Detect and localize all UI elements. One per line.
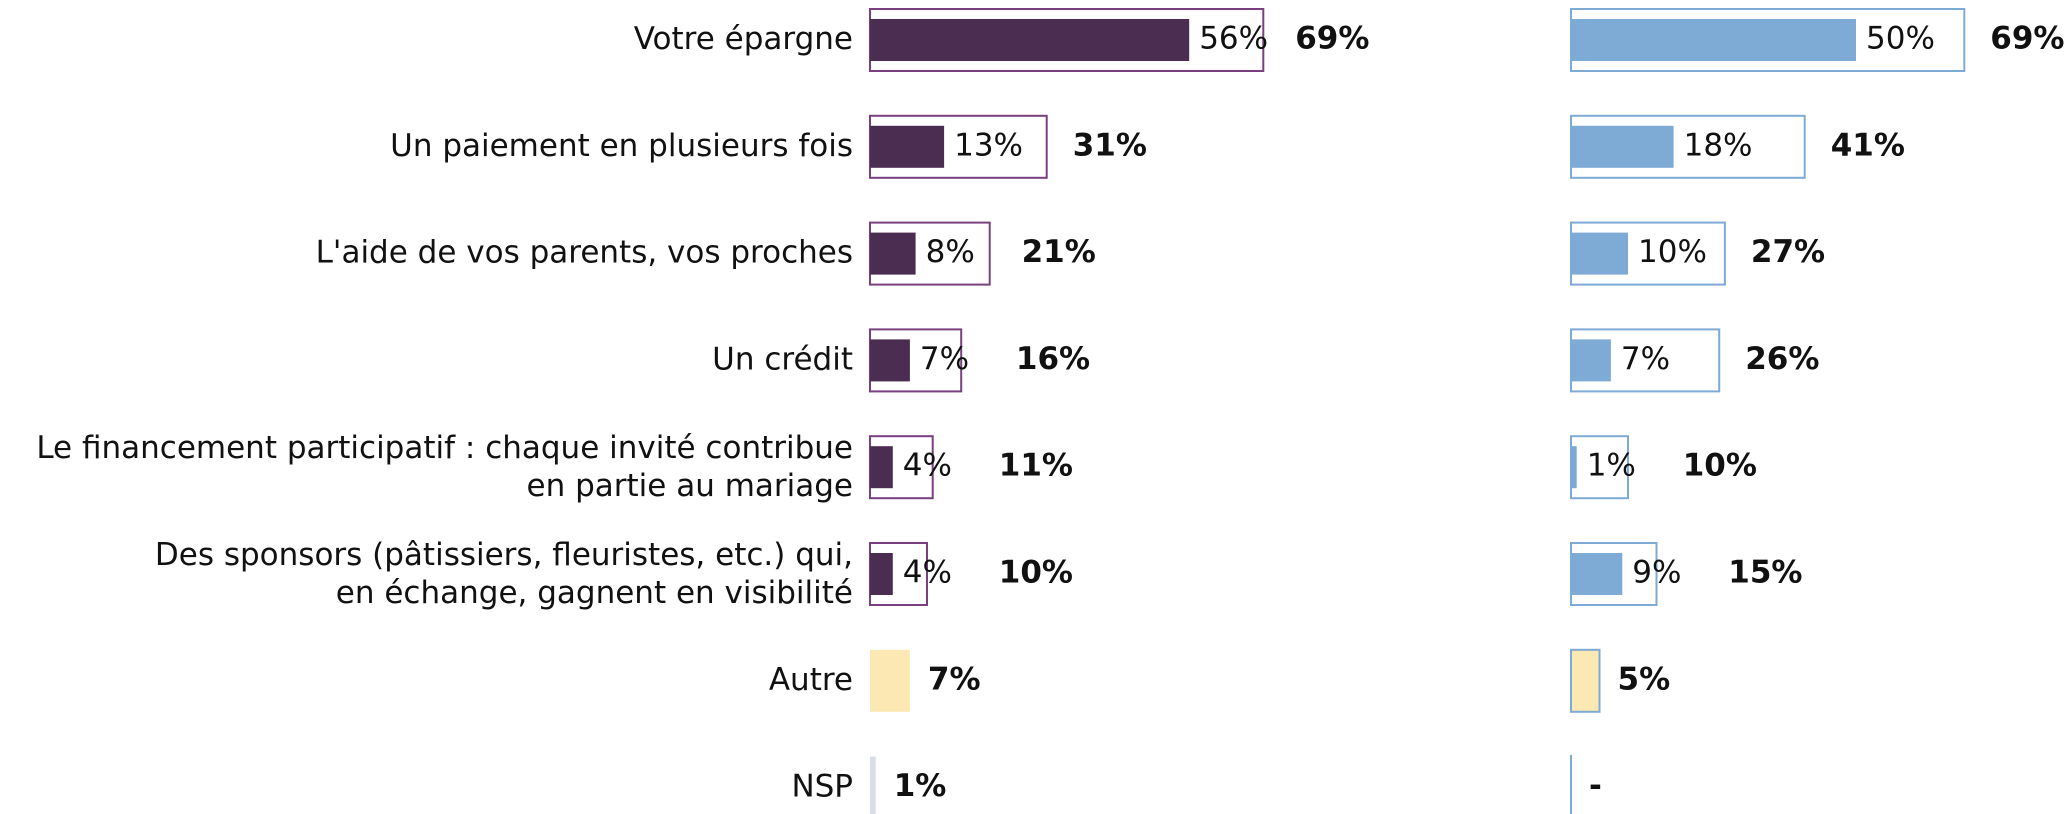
- category-line: L'aide de vos parents, vos proches: [316, 234, 853, 270]
- category-label: Des sponsors (pâtissiers, fleuristes, et…: [155, 537, 853, 611]
- category-line: en échange, gagnent en visibilité: [336, 575, 853, 611]
- category-line: Des sponsors (pâtissiers, fleuristes, et…: [155, 537, 853, 573]
- category-line: NSP: [791, 768, 853, 804]
- first-value-label: 9%: [1632, 555, 1681, 591]
- category-line: en partie au mariage: [527, 468, 853, 504]
- category-label: NSP: [791, 768, 853, 804]
- category-label: Autre: [769, 661, 853, 697]
- first-value-label: 50%: [1866, 21, 1935, 57]
- total-value-label: 26%: [1745, 341, 1819, 377]
- category-label: Le financement participatif : chaque inv…: [36, 430, 853, 504]
- total-value-label: 69%: [1295, 21, 1369, 57]
- total-bar: [870, 649, 910, 712]
- category-line: Un paiement en plusieurs fois: [390, 127, 853, 163]
- first-value-label: 18%: [1684, 127, 1753, 163]
- first-bar: [870, 553, 893, 595]
- total-value-label: 27%: [1751, 234, 1825, 270]
- first-bar: [870, 339, 910, 382]
- category-line: Votre épargne: [634, 21, 853, 57]
- total-value-label: 1%: [894, 768, 947, 804]
- first-bar: [1571, 446, 1577, 489]
- first-value-label: 8%: [926, 234, 975, 270]
- first-value-label: 13%: [954, 127, 1023, 163]
- first-bar: [1571, 232, 1628, 275]
- first-bar: [870, 446, 893, 489]
- total-value-label: 31%: [1073, 127, 1147, 163]
- category-line: Un crédit: [712, 341, 853, 377]
- total-value-label: 41%: [1831, 127, 1905, 163]
- first-bar: [870, 19, 1190, 61]
- total-value-label: 16%: [1016, 341, 1090, 377]
- first-bar: [1571, 125, 1674, 168]
- total-value-label: -: [1589, 768, 1602, 804]
- total-value-label: 10%: [999, 555, 1073, 591]
- total-value-label: 10%: [1683, 448, 1757, 484]
- first-value-label: 10%: [1638, 234, 1707, 270]
- category-label: L'aide de vos parents, vos proches: [316, 234, 853, 270]
- first-value-label: 1%: [1587, 448, 1636, 484]
- first-bar: [1571, 339, 1611, 382]
- first-value-label: 4%: [903, 555, 952, 591]
- first-bar: [870, 125, 945, 168]
- first-bar: [870, 232, 916, 275]
- category-label: Un paiement en plusieurs fois: [390, 127, 853, 163]
- total-bar: [870, 756, 876, 814]
- first-bar: [1571, 553, 1623, 595]
- total-value-label: 7%: [928, 661, 981, 697]
- category-line: Autre: [769, 661, 853, 697]
- total-value-label: 21%: [1022, 234, 1096, 270]
- category-label: Un crédit: [712, 341, 853, 377]
- category-label: Votre épargne: [634, 21, 853, 57]
- total-value-label: 5%: [1618, 661, 1671, 697]
- total-value-label: 69%: [1990, 21, 2064, 57]
- total-value-label: 15%: [1728, 555, 1802, 591]
- category-line: Le financement participatif : chaque inv…: [36, 430, 853, 466]
- first-value-label: 7%: [920, 341, 969, 377]
- first-value-label: 56%: [1199, 21, 1268, 57]
- first-value-label: 7%: [1621, 341, 1670, 377]
- total-bar: [1570, 648, 1601, 713]
- total-value-label: 11%: [999, 448, 1073, 484]
- first-value-label: 4%: [903, 448, 952, 484]
- first-bar: [1571, 19, 1856, 61]
